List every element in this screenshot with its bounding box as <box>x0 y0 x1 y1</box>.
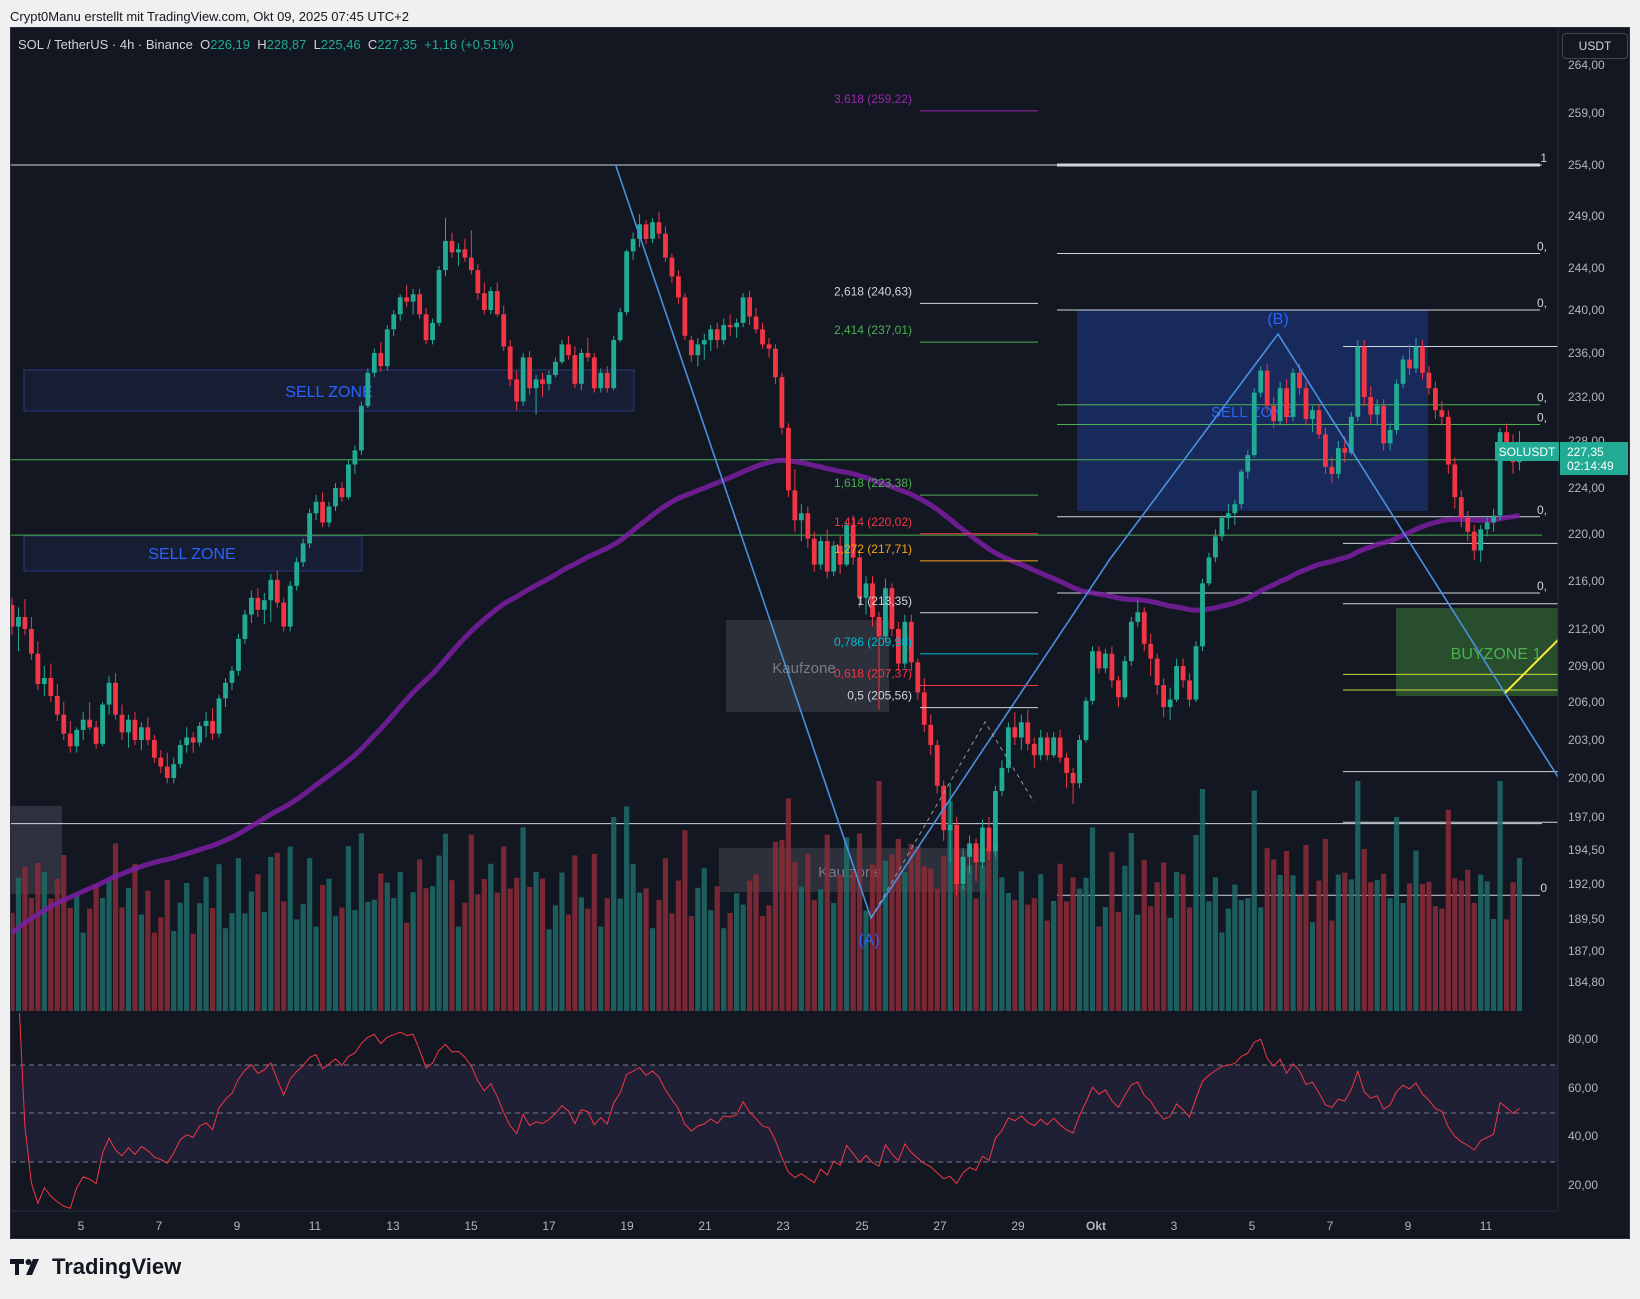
close-value: 227,35 <box>377 37 418 52</box>
open-label: O <box>200 37 211 52</box>
change-value: +1,16 (+0,51%) <box>424 37 514 52</box>
high-label: H <box>257 37 267 52</box>
low-value: 225,46 <box>320 37 361 52</box>
currency-button[interactable]: USDT <box>1562 33 1628 59</box>
tradingview-logo[interactable]: TradingView <box>10 1254 181 1280</box>
chart-frame[interactable] <box>10 27 1630 1239</box>
chart-credit: Crypt0Manu erstellt mit TradingView.com,… <box>10 9 409 24</box>
symbol-name[interactable]: SOL / TetherUS · 4h · Binance <box>18 37 193 52</box>
tradingview-logo-icon <box>10 1259 39 1275</box>
low-label: L <box>313 37 321 52</box>
close-label: C <box>367 37 378 52</box>
high-value: 228,87 <box>266 37 307 52</box>
symbol-header: SOL / TetherUS · 4h · Binance O226,19 H2… <box>18 37 514 52</box>
tradingview-brand: TradingView <box>52 1254 182 1279</box>
open-value: 226,19 <box>210 37 250 52</box>
